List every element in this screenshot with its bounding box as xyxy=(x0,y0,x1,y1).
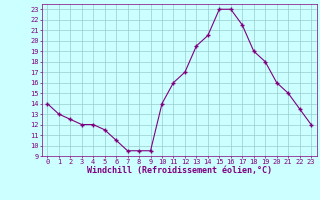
X-axis label: Windchill (Refroidissement éolien,°C): Windchill (Refroidissement éolien,°C) xyxy=(87,166,272,175)
